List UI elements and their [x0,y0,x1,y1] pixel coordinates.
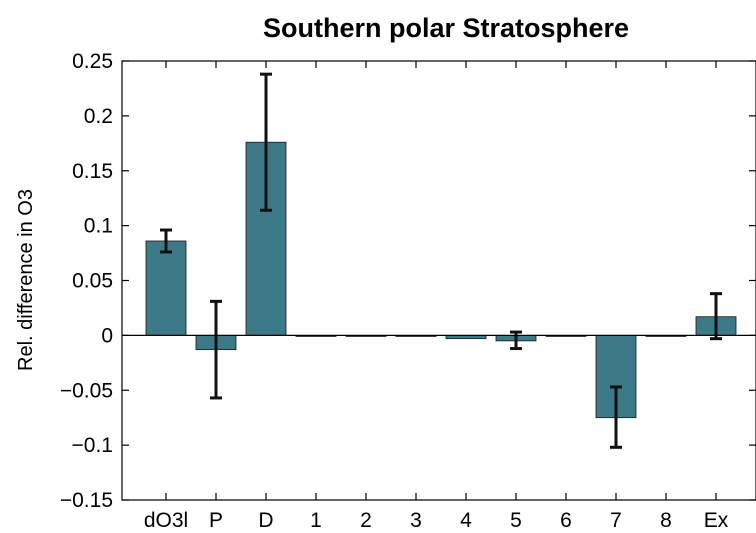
x-tick-label: P [209,509,223,532]
y-tick-label: −0.05 [60,379,113,402]
y-tick-label: 0.2 [84,105,113,128]
x-tick-label: 4 [460,509,472,532]
y-tick-label: 0 [101,324,113,347]
y-axis-ticks: 0.25 0.2 0.15 0.1 0.05 0 −0.05 −0.1 −0.15 [60,50,756,512]
x-axis-ticks: dO3l P D 1 2 3 4 5 6 7 8 Ex [144,61,729,532]
x-tick-label: 1 [310,509,322,532]
y-tick-label: 0.25 [72,50,113,73]
x-tick-label: 8 [660,509,672,532]
x-tick-label: D [258,509,273,532]
y-tick-label: 0.05 [72,270,113,293]
y-tick-label: 0.1 [84,215,113,238]
bars [145,141,737,419]
x-tick-label: Ex [704,509,729,532]
y-tick-label: −0.1 [72,434,113,457]
bar-dO3l [145,240,187,336]
error-bars [160,72,722,449]
plot-area [121,60,756,501]
x-tick-label: dO3l [144,509,188,532]
y-axis-label: Rel. difference in O3 [15,189,37,371]
y-tick-label: 0.15 [72,160,113,183]
x-tick-label: 7 [610,509,622,532]
x-tick-label: 2 [360,509,372,532]
chart-title: Southern polar Stratosphere [263,13,629,43]
y-tick-label: −0.15 [60,489,113,512]
x-tick-label: 6 [560,509,572,532]
x-tick-label: 3 [410,509,422,532]
x-tick-label: 5 [510,509,522,532]
